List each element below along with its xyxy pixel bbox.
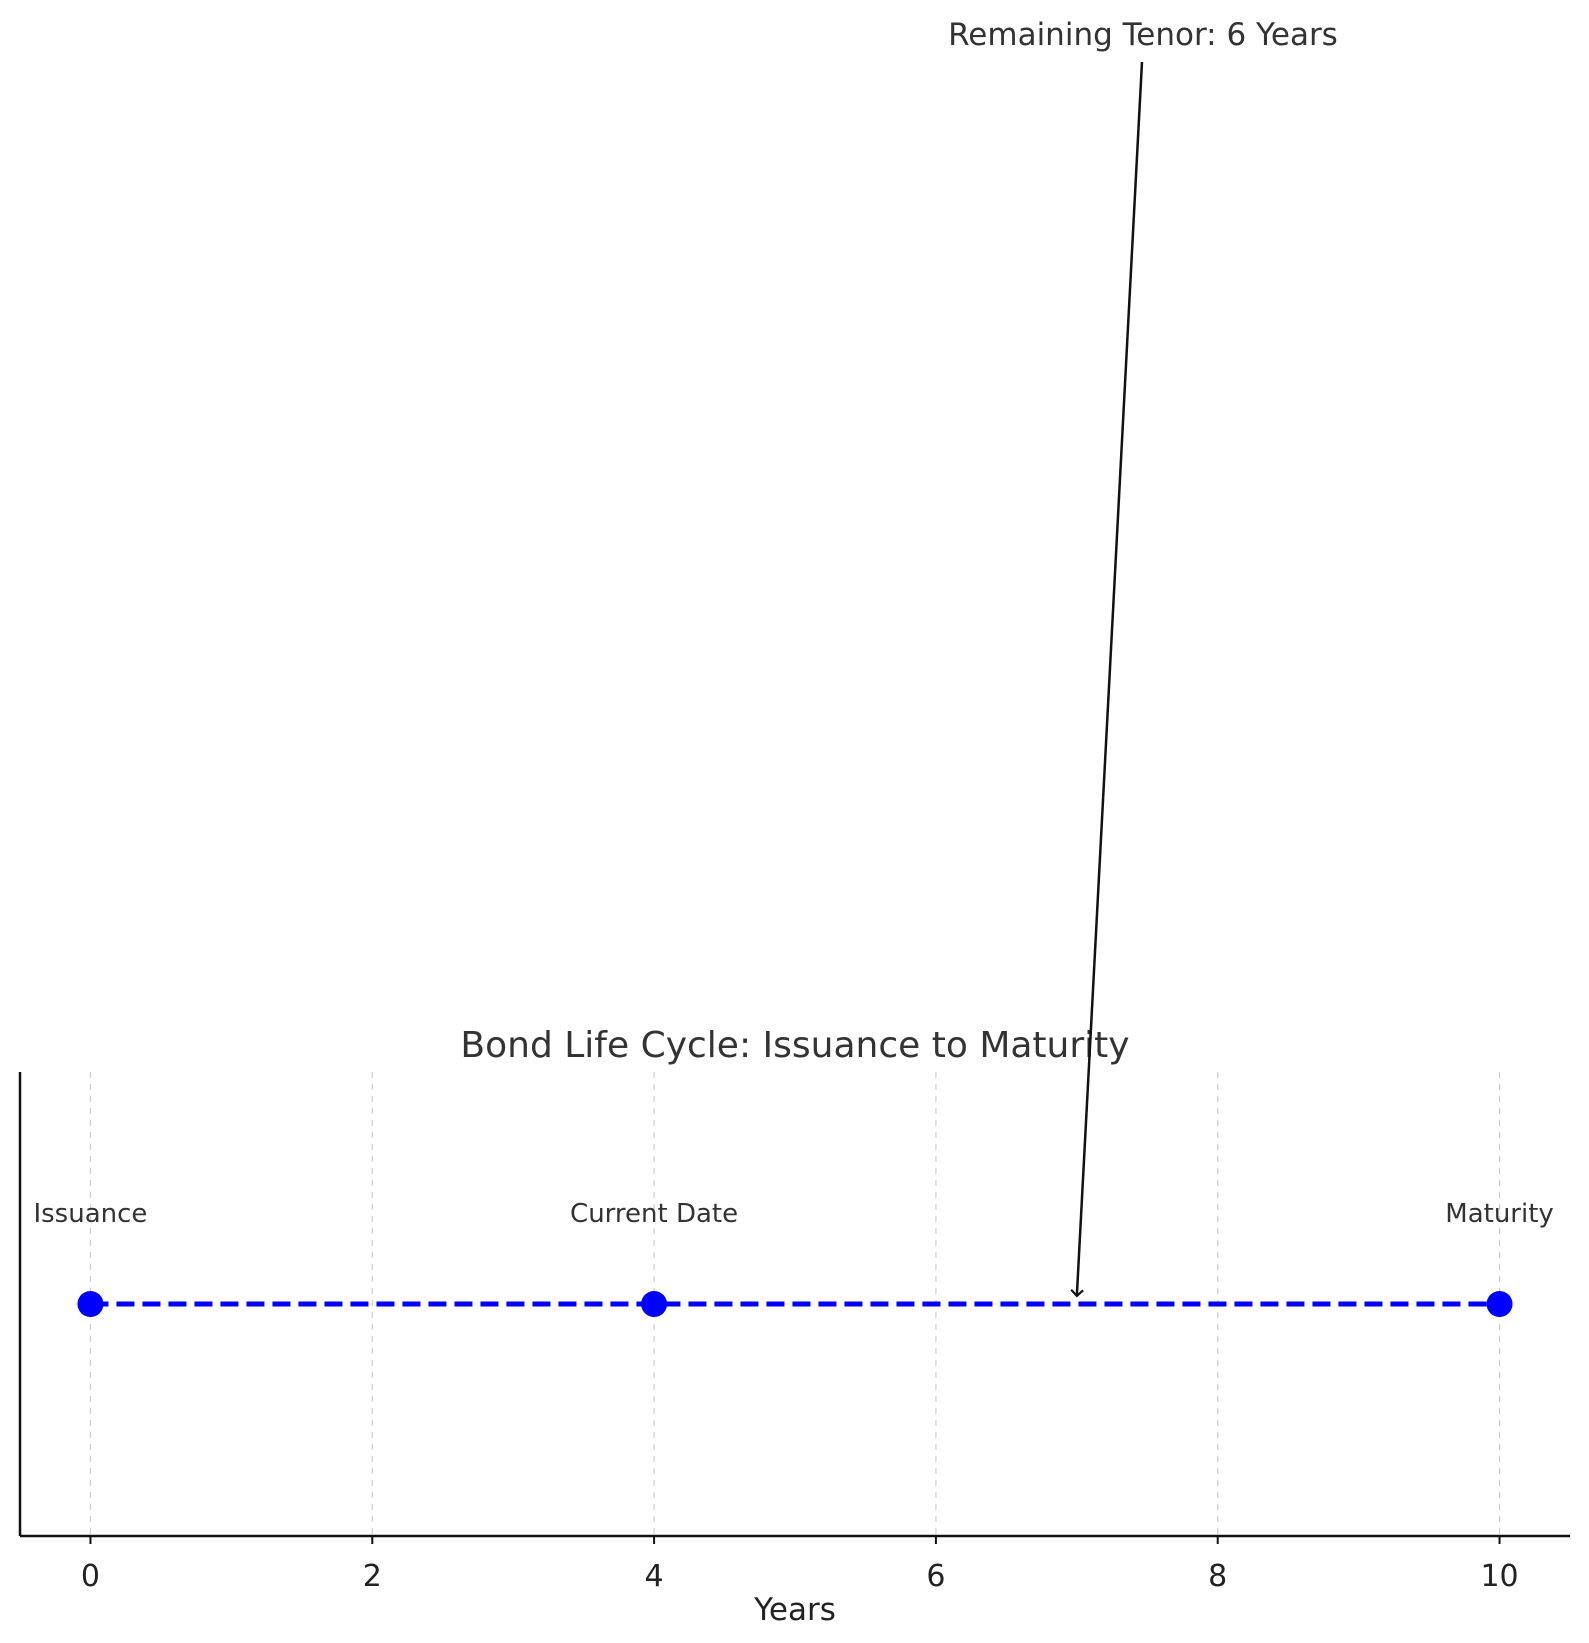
axes-spines <box>18 1072 1570 1538</box>
annotation-arrow <box>1070 61 1144 1298</box>
tick-label-6: 6 <box>926 1559 945 1594</box>
x-axis-ticks: 0 2 4 6 8 10 <box>81 1536 1519 1594</box>
tick-label-0: 0 <box>81 1559 100 1594</box>
x-axis-label: Years <box>753 1592 836 1628</box>
tick-label-4: 4 <box>645 1559 664 1594</box>
tick-label-2: 2 <box>363 1559 382 1594</box>
tick-label-10: 10 <box>1480 1559 1518 1594</box>
point-label-1: Current Date <box>570 1199 738 1229</box>
series-layer <box>77 1291 1513 1317</box>
point-label-2: Maturity <box>1445 1199 1554 1229</box>
annotation-text: Remaining Tenor: 6 Years <box>948 17 1338 53</box>
data-point-2 <box>1486 1291 1513 1317</box>
tick-label-8: 8 <box>1208 1559 1227 1594</box>
point-labels: Issuance Current Date Maturity <box>33 1199 1553 1229</box>
data-point-0 <box>77 1291 104 1317</box>
data-point-1 <box>641 1291 668 1317</box>
point-label-0: Issuance <box>33 1199 147 1229</box>
annotation: Remaining Tenor: 6 Years <box>948 17 1338 1298</box>
chart-title: Bond Life Cycle: Issuance to Maturity <box>460 1025 1129 1066</box>
